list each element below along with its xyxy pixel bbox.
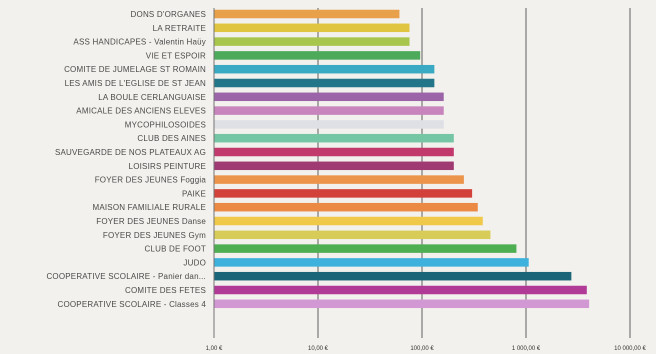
category-label: CLUB DES AINES	[137, 134, 206, 143]
bar	[215, 120, 444, 128]
category-label: COOPERATIVE SCOLAIRE - Panier dan...	[46, 272, 206, 281]
category-label: JUDO	[183, 258, 206, 267]
category-label: DONS D'ORGANES	[131, 10, 206, 19]
bar	[215, 231, 491, 240]
category-label: LA BOULE CERLANGUAISE	[98, 93, 206, 102]
bar	[215, 51, 421, 60]
category-label: FOYER DES JEUNES Foggia	[95, 176, 207, 185]
bar	[215, 203, 478, 212]
category-label: LOISIRS PEINTURE	[129, 162, 206, 171]
category-label: FOYER DES JEUNES Danse	[96, 217, 206, 226]
bar	[215, 10, 400, 19]
category-label: FOYER DES JEUNES Gym	[103, 231, 206, 240]
category-label: AMICALE DES ANCIENS ELEVES	[76, 107, 206, 116]
category-label: CLUB DE FOOT	[144, 245, 206, 254]
x-tick-label: 10,00 €	[308, 346, 329, 352]
x-axis-tick-labels: 1,00 € 10,00 € 100,00 € 1 000,00 € 10 000,00…	[206, 346, 647, 352]
category-label: VIE ET ESPOIR	[146, 51, 206, 60]
bar	[215, 189, 473, 198]
bar	[215, 272, 572, 281]
category-label: COMITE DES FETES	[125, 286, 206, 295]
bar	[215, 148, 454, 157]
bar	[215, 93, 444, 102]
bars	[215, 10, 590, 308]
bar	[215, 24, 410, 33]
bar	[215, 79, 435, 88]
bar	[215, 175, 464, 184]
category-label: MYCOPHILOSOIDES	[125, 120, 206, 129]
x-tick-label: 1 000,00 €	[512, 346, 541, 352]
category-labels: DONS D'ORGANES LA RETRAITE ASS HANDICAPES …	[46, 10, 206, 309]
x-tick-label: 1,00 €	[206, 346, 223, 352]
category-label: LA RETRAITE	[153, 24, 206, 33]
bar	[215, 286, 587, 295]
x-tick-label: 10 000,00 €	[614, 346, 646, 352]
bar	[215, 258, 529, 267]
category-label: COOPERATIVE SCOLAIRE - Classes 4	[57, 300, 206, 309]
bar	[215, 106, 444, 115]
bar	[215, 37, 410, 46]
bar	[215, 300, 590, 309]
category-label: MAISON FAMILIALE RURALE	[92, 203, 206, 212]
bar	[215, 244, 517, 253]
category-label: ASS HANDICAPES - Valentin Haüy	[73, 38, 206, 47]
x-tick-label: 100,00 €	[410, 346, 434, 352]
bar	[215, 134, 454, 143]
category-label: LES AMIS DE L'EGLISE DE ST JEAN	[65, 79, 206, 88]
category-label: PAIKE	[182, 189, 206, 198]
category-label: SAUVEGARDE DE NOS PLATEAUX AG	[55, 148, 206, 157]
bar	[215, 65, 435, 74]
bar	[215, 162, 454, 171]
category-label: COMITE DE JUMELAGE ST ROMAIN	[64, 65, 206, 74]
bar	[215, 217, 483, 226]
